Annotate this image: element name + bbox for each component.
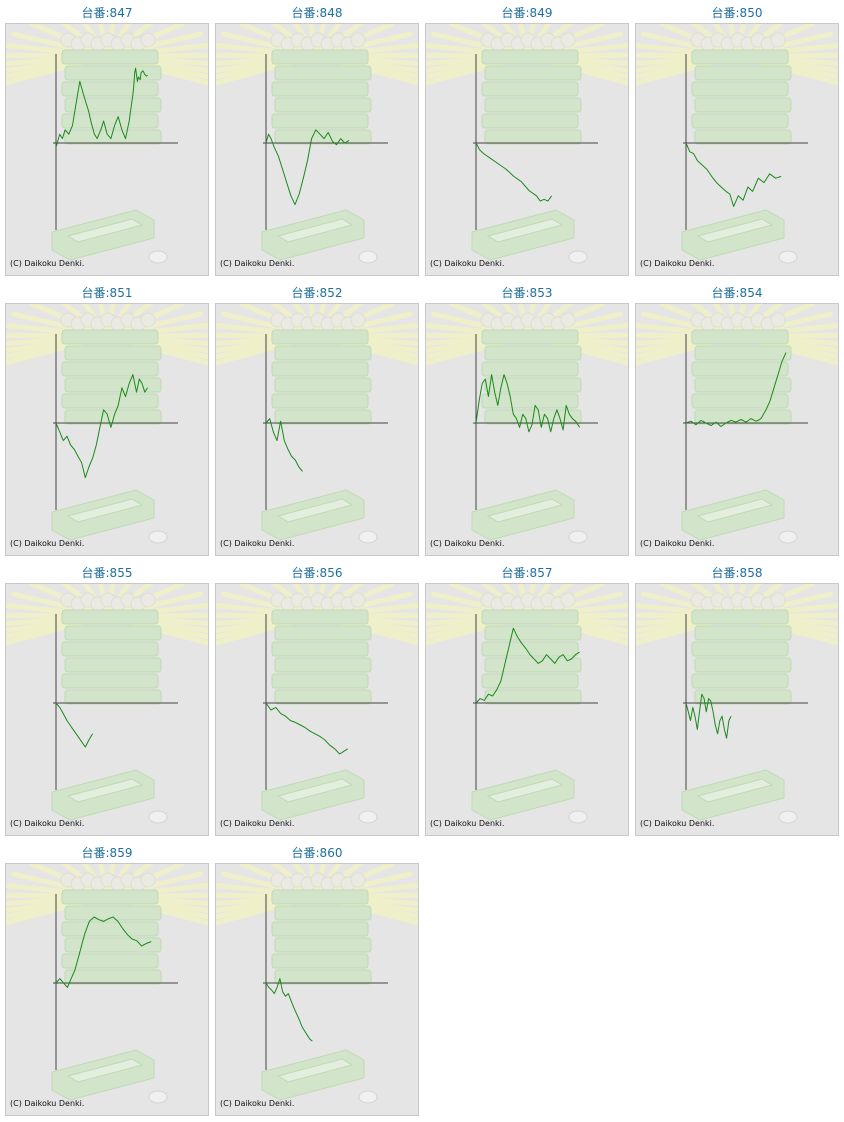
line-chart — [636, 24, 838, 264]
line-chart — [6, 864, 208, 1104]
series-line — [475, 374, 581, 433]
chart-panel: (C) Daikoku Denki. — [215, 23, 419, 276]
chart-card: 台番:852 (C) Daikoku Denki. — [215, 282, 419, 558]
line-chart — [216, 24, 418, 264]
line-chart — [216, 304, 418, 544]
chart-panel: (C) Daikoku Denki. — [635, 23, 839, 276]
chart-panel: (C) Daikoku Denki. — [215, 303, 419, 556]
series-line — [265, 418, 303, 472]
chart-title[interactable]: 台番:858 — [711, 566, 763, 580]
chart-panel: (C) Daikoku Denki. — [5, 23, 209, 276]
copyright-text: (C) Daikoku Denki. — [10, 1099, 85, 1108]
chart-card: 台番:847 (C) Daikoku Denki. — [5, 2, 209, 278]
copyright-text: (C) Daikoku Denki. — [10, 539, 85, 548]
chart-title[interactable]: 台番:852 — [291, 286, 343, 300]
chart-card: 台番:856 (C) Daikoku Denki. — [215, 562, 419, 838]
chart-card: 台番:860 (C) Daikoku Denki. — [215, 842, 419, 1118]
chart-title[interactable]: 台番:847 — [81, 6, 133, 20]
copyright-text: (C) Daikoku Denki. — [10, 819, 85, 828]
pachislot-machine-watermark — [6, 864, 208, 1104]
chart-card: 台番:858 (C) Daikoku Denki. — [635, 562, 839, 838]
series-line — [685, 142, 782, 207]
chart-card: 台番:857 (C) Daikoku Denki. — [425, 562, 629, 838]
chart-panel: (C) Daikoku Denki. — [215, 583, 419, 836]
pachislot-machine-watermark — [426, 24, 628, 264]
line-chart — [426, 24, 628, 264]
copyright-text: (C) Daikoku Denki. — [430, 259, 505, 268]
line-chart — [636, 304, 838, 544]
chart-title[interactable]: 台番:853 — [501, 286, 553, 300]
pachislot-machine-watermark — [6, 304, 208, 544]
series-line — [55, 374, 148, 479]
series-line — [55, 67, 148, 148]
chart-panel: (C) Daikoku Denki. — [5, 303, 209, 556]
chart-title[interactable]: 台番:855 — [81, 566, 133, 580]
pachislot-machine-watermark — [636, 24, 838, 264]
chart-title[interactable]: 台番:859 — [81, 846, 133, 860]
chart-panel: (C) Daikoku Denki. — [635, 583, 839, 836]
chart-title[interactable]: 台番:851 — [81, 286, 133, 300]
line-chart — [426, 584, 628, 824]
pachislot-machine-watermark — [426, 584, 628, 824]
chart-title[interactable]: 台番:848 — [291, 6, 343, 20]
chart-card: 台番:850 (C) Daikoku Denki. — [635, 2, 839, 278]
chart-title[interactable]: 台番:860 — [291, 846, 343, 860]
line-chart — [216, 864, 418, 1104]
series-line — [55, 702, 94, 748]
series-line — [685, 352, 787, 427]
copyright-text: (C) Daikoku Denki. — [220, 819, 295, 828]
pachislot-machine-watermark — [6, 584, 208, 824]
chart-panel: (C) Daikoku Denki. — [425, 23, 629, 276]
copyright-text: (C) Daikoku Denki. — [430, 819, 505, 828]
line-chart — [426, 304, 628, 544]
chart-card: 台番:851 (C) Daikoku Denki. — [5, 282, 209, 558]
chart-title[interactable]: 台番:854 — [711, 286, 763, 300]
pachislot-machine-watermark — [636, 584, 838, 824]
chart-card: 台番:855 (C) Daikoku Denki. — [5, 562, 209, 838]
series-line — [265, 702, 348, 755]
chart-card: 台番:848 (C) Daikoku Denki. — [215, 2, 419, 278]
chart-panel: (C) Daikoku Denki. — [425, 583, 629, 836]
copyright-text: (C) Daikoku Denki. — [640, 819, 715, 828]
series-line — [55, 916, 152, 988]
line-chart — [216, 584, 418, 824]
chart-panel: (C) Daikoku Denki. — [425, 303, 629, 556]
chart-title[interactable]: 台番:850 — [711, 6, 763, 20]
series-line — [265, 978, 313, 1042]
chart-panel: (C) Daikoku Denki. — [635, 303, 839, 556]
chart-card: 台番:853 (C) Daikoku Denki. — [425, 282, 629, 558]
pachislot-machine-watermark — [636, 304, 838, 544]
chart-panel: (C) Daikoku Denki. — [5, 863, 209, 1116]
chart-title[interactable]: 台番:849 — [501, 6, 553, 20]
copyright-text: (C) Daikoku Denki. — [640, 539, 715, 548]
chart-title[interactable]: 台番:856 — [291, 566, 343, 580]
series-line — [685, 693, 732, 739]
chart-title[interactable]: 台番:857 — [501, 566, 553, 580]
copyright-text: (C) Daikoku Denki. — [10, 259, 85, 268]
chart-panel: (C) Daikoku Denki. — [215, 863, 419, 1116]
pachislot-machine-watermark — [216, 864, 418, 1104]
line-chart — [6, 584, 208, 824]
copyright-text: (C) Daikoku Denki. — [220, 539, 295, 548]
chart-panel: (C) Daikoku Denki. — [5, 583, 209, 836]
series-line — [475, 627, 580, 704]
chart-card: 台番:849 (C) Daikoku Denki. — [425, 2, 629, 278]
copyright-text: (C) Daikoku Denki. — [640, 259, 715, 268]
line-chart — [6, 24, 208, 264]
chart-card: 台番:859 (C) Daikoku Denki. — [5, 842, 209, 1118]
copyright-text: (C) Daikoku Denki. — [220, 259, 295, 268]
pachislot-machine-watermark — [216, 584, 418, 824]
line-chart — [6, 304, 208, 544]
series-line — [475, 142, 553, 202]
copyright-text: (C) Daikoku Denki. — [220, 1099, 295, 1108]
copyright-text: (C) Daikoku Denki. — [430, 539, 505, 548]
series-line — [265, 129, 350, 206]
pachislot-machine-watermark — [216, 24, 418, 264]
pachislot-machine-watermark — [216, 304, 418, 544]
chart-card: 台番:854 (C) Daikoku Denki. — [635, 282, 839, 558]
pachislot-machine-watermark — [426, 304, 628, 544]
line-chart — [636, 584, 838, 824]
